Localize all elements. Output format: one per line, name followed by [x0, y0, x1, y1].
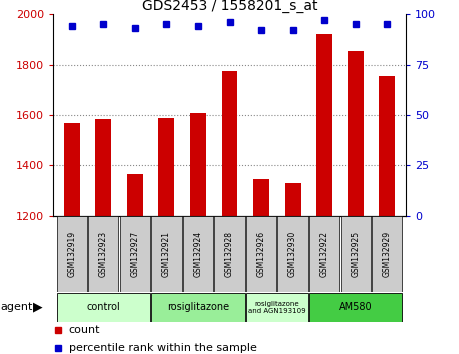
Bar	[341, 216, 371, 292]
Text: GSM132928: GSM132928	[225, 231, 234, 277]
Text: GSM132924: GSM132924	[193, 231, 202, 277]
Bar	[56, 293, 150, 321]
Bar	[246, 293, 308, 321]
Bar	[183, 216, 213, 292]
Text: agent: agent	[0, 302, 33, 312]
Text: GSM132930: GSM132930	[288, 231, 297, 277]
Bar	[285, 183, 301, 216]
Bar	[214, 216, 245, 292]
Bar	[120, 216, 150, 292]
Bar	[88, 216, 118, 292]
Bar	[190, 113, 206, 216]
Text: AM580: AM580	[339, 302, 373, 312]
Text: GSM132921: GSM132921	[162, 231, 171, 277]
Bar	[253, 179, 269, 216]
Text: count: count	[69, 325, 100, 335]
Text: GSM132925: GSM132925	[351, 231, 360, 277]
Bar	[64, 122, 79, 216]
Bar	[246, 216, 276, 292]
Bar	[309, 216, 339, 292]
Bar	[222, 71, 237, 216]
Text: rosiglitazone
and AGN193109: rosiglitazone and AGN193109	[248, 301, 306, 314]
Text: control: control	[86, 302, 120, 312]
Title: GDS2453 / 1558201_s_at: GDS2453 / 1558201_s_at	[142, 0, 317, 13]
Text: GSM132919: GSM132919	[67, 231, 76, 277]
Text: GSM132922: GSM132922	[319, 231, 329, 277]
Bar	[95, 119, 111, 216]
Bar	[316, 34, 332, 216]
Text: rosiglitazone: rosiglitazone	[167, 302, 229, 312]
Bar	[56, 216, 87, 292]
Text: GSM132929: GSM132929	[383, 231, 392, 277]
Bar	[309, 293, 403, 321]
Bar	[151, 293, 245, 321]
Text: GSM132926: GSM132926	[257, 231, 266, 277]
Bar	[151, 216, 182, 292]
Bar	[380, 76, 395, 216]
Text: ▶: ▶	[33, 301, 43, 314]
Bar	[127, 174, 143, 216]
Bar	[278, 216, 308, 292]
Text: GSM132927: GSM132927	[130, 231, 140, 277]
Bar	[158, 118, 174, 216]
Text: percentile rank within the sample: percentile rank within the sample	[69, 343, 257, 353]
Text: GSM132923: GSM132923	[99, 231, 108, 277]
Bar	[348, 51, 364, 216]
Bar	[372, 216, 403, 292]
